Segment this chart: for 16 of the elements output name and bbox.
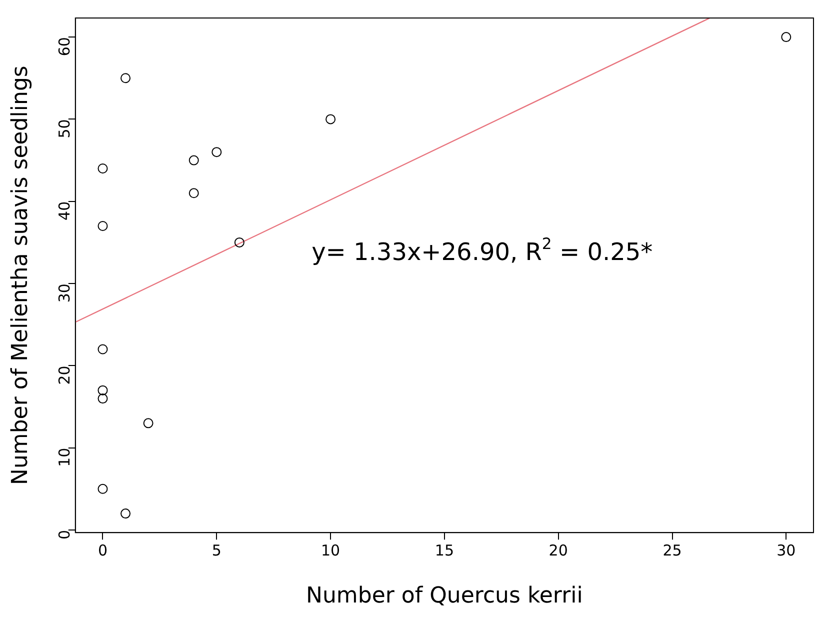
y-tick-label: 0 <box>55 530 74 540</box>
x-tick-label: 5 <box>212 541 222 560</box>
x-axis-title: Number of Quercus kerrii <box>306 584 583 609</box>
y-tick-label: 40 <box>55 201 74 220</box>
x-tick-label: 30 <box>776 541 796 560</box>
y-tick-label: 30 <box>55 284 74 303</box>
x-tick-label: 10 <box>321 541 340 560</box>
x-tick-label: 25 <box>662 541 682 560</box>
x-tick-label: 15 <box>434 541 454 560</box>
y-axis-title: Number of Melientha suavis seedlings <box>8 66 33 486</box>
y-tick-label: 10 <box>55 448 74 467</box>
x-tick-label: 0 <box>98 541 108 560</box>
x-tick-label: 20 <box>548 541 568 560</box>
y-tick-label: 50 <box>55 119 74 138</box>
y-tick-label: 60 <box>55 37 74 56</box>
y-tick-label: 20 <box>55 366 74 385</box>
